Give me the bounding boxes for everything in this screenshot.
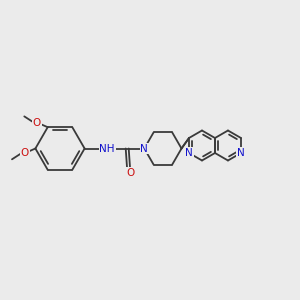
Text: N: N <box>237 148 245 158</box>
Text: O: O <box>20 148 29 158</box>
Text: N: N <box>185 148 193 158</box>
Text: O: O <box>33 118 41 128</box>
Text: O: O <box>126 167 134 178</box>
Text: NH: NH <box>99 143 115 154</box>
Text: N: N <box>140 143 148 154</box>
